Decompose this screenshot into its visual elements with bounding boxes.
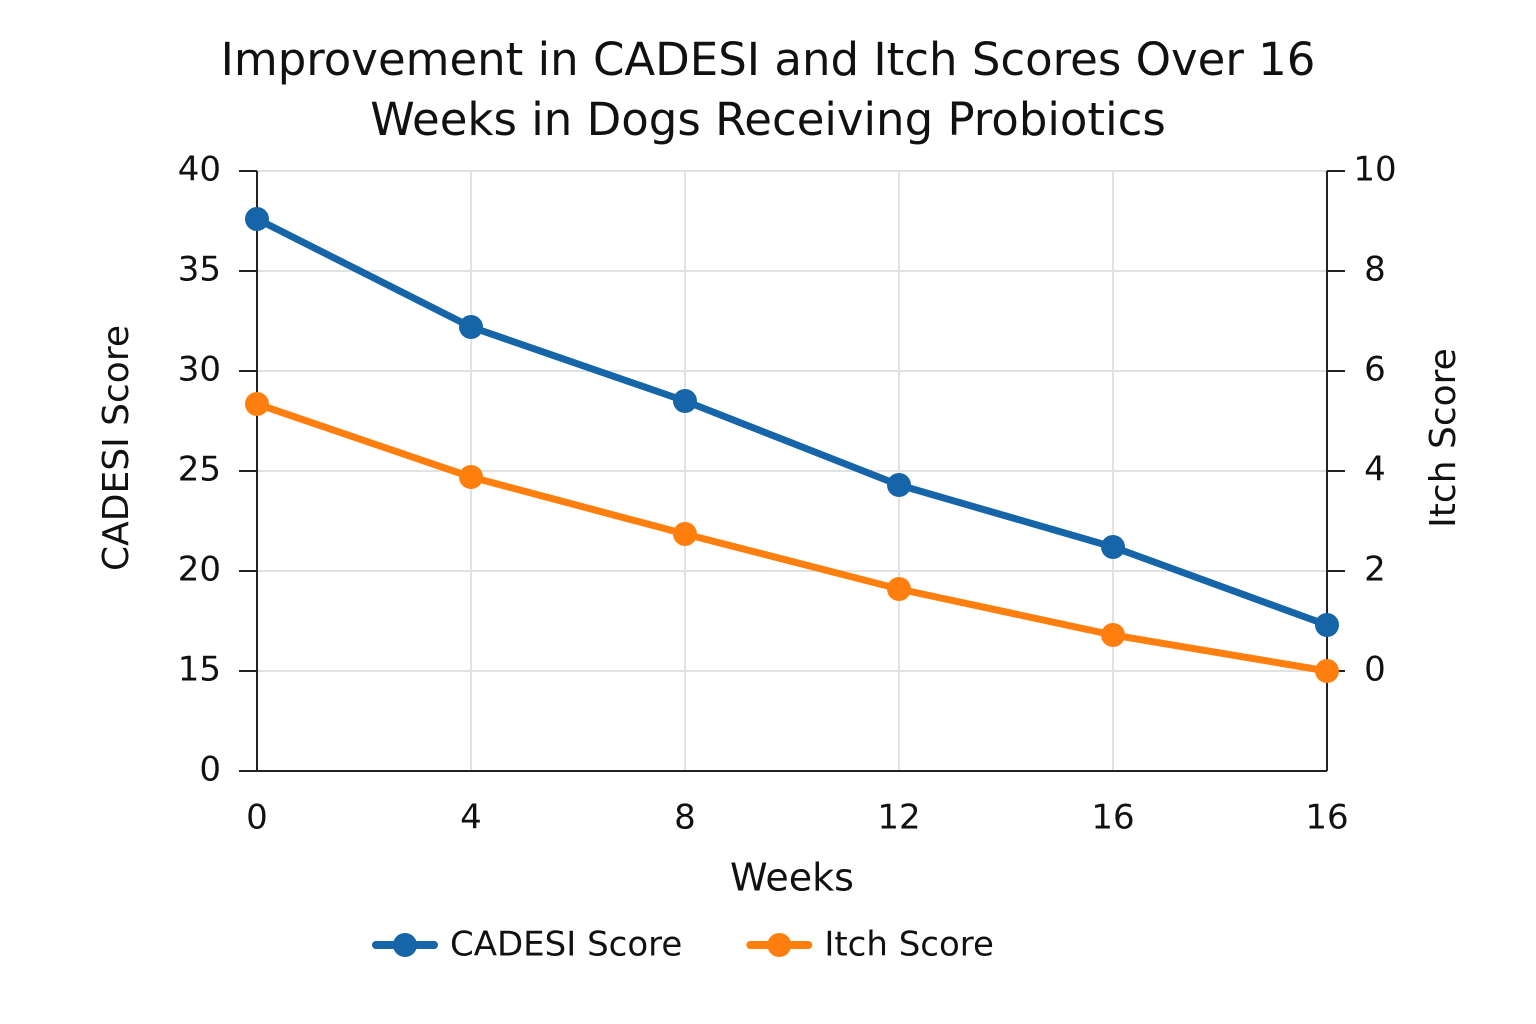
y-tick-label: 40 <box>178 150 221 190</box>
series-line <box>255 400 1328 675</box>
data-point <box>245 392 269 416</box>
data-point <box>459 465 483 489</box>
x-tick-label: 12 <box>877 798 920 838</box>
legend-marker <box>393 933 417 957</box>
y-tick-label: 30 <box>178 350 221 390</box>
legend-label: Itch Score <box>824 925 994 965</box>
x-tick-label: 8 <box>674 798 696 838</box>
chart-title: Improvement in CADESI and Itch Scores Ov… <box>220 33 1316 146</box>
y2-tick-label: 2 <box>1364 550 1386 590</box>
data-point <box>1101 535 1125 559</box>
y2-tick-label: 10 <box>1353 150 1396 190</box>
data-point <box>887 473 911 497</box>
y-tick-label: 25 <box>178 450 221 490</box>
y2-tick-label: 0 <box>1364 650 1386 690</box>
data-point <box>1315 659 1339 683</box>
y-tick-label: 0 <box>199 750 221 790</box>
legend-label: CADESI Score <box>450 925 682 965</box>
x-axis-label: Weeks <box>730 856 854 900</box>
legend-marker <box>767 933 792 957</box>
y-tick-label: 35 <box>178 250 221 290</box>
x-tick-label: 0 <box>246 798 268 838</box>
y-tick-label: 20 <box>178 550 221 590</box>
x-tick-label: 16 <box>1091 798 1134 838</box>
data-point <box>673 522 697 546</box>
data-point <box>1315 613 1339 637</box>
y2-tick-label: 8 <box>1364 250 1386 290</box>
x-tick-label: 4 <box>460 798 482 838</box>
data-point <box>1101 623 1125 647</box>
y2-tick-label: 6 <box>1364 350 1386 390</box>
y-tick-label: 15 <box>178 650 221 690</box>
y2-tick-label: 4 <box>1364 450 1386 490</box>
data-point <box>459 315 483 339</box>
series-line <box>255 215 1329 629</box>
data-point <box>887 577 911 601</box>
data-point <box>673 389 697 413</box>
y2-axis-label: Itch Score <box>1423 348 1464 528</box>
y-axis-label: CADESI Score <box>96 325 137 571</box>
data-point <box>245 207 269 231</box>
x-tick-label: 16 <box>1305 798 1348 838</box>
